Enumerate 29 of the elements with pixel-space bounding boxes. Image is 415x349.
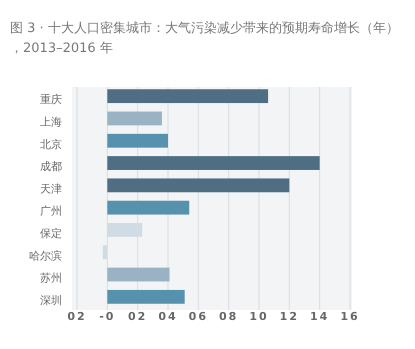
y-tick-label: 哈尔滨 [29,249,62,262]
x-tick-label: 10 [249,310,269,323]
y-tick-label: 广州 [40,204,62,218]
y-tick-label: 保定 [40,226,62,240]
bar [107,178,290,192]
bar [107,290,185,304]
bar [107,268,170,282]
bar [107,200,190,215]
x-tick-label: 16 [340,310,360,323]
bar [107,112,162,126]
x-tick-label: 06 [188,310,208,323]
y-tick-label: 成都 [40,160,62,174]
x-tick-label: -0 [99,310,116,323]
bar [107,134,168,148]
x-tick-label: 02 [67,310,87,323]
x-tick-label: 04 [158,310,178,323]
x-tick-label: 12 [280,310,299,323]
y-tick-label: 苏州 [40,272,62,285]
y-tick-label: 重庆 [40,93,62,106]
y-tick-label: 深圳 [40,294,62,307]
y-tick-label: 北京 [40,138,62,151]
x-tick-label: 14 [310,310,330,323]
y-tick-label: 天津 [40,182,62,196]
bar [107,89,268,104]
y-tick-label: 上海 [40,115,62,128]
x-tick-label: 08 [219,310,238,323]
x-tick-label: 02 [128,310,148,323]
bar [107,156,320,170]
chart-title: 图 3 · 十大人口密集城市：大气污染减少带来的预期寿命增长（年），2013–2016 年 [10,21,399,56]
